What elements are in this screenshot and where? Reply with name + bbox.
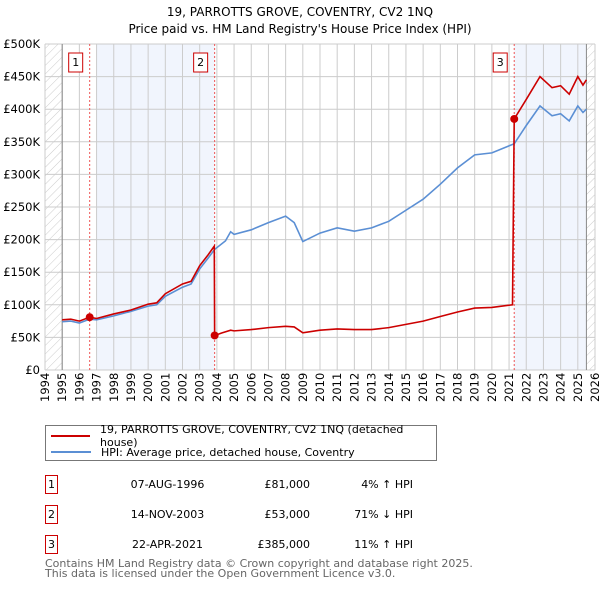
property-price-line (62, 74, 588, 337)
x-tick-label: 2024 (554, 373, 568, 402)
y-tick-label: £300K (3, 167, 40, 181)
x-tick-label: 2016 (416, 373, 430, 402)
transaction-price: £53,000 (264, 508, 311, 521)
x-tick-label: 1997 (90, 373, 104, 402)
x-tick-label: 1999 (124, 373, 138, 402)
transaction-price: £385,000 (257, 538, 311, 551)
x-tick-label: 2019 (468, 373, 482, 402)
y-tick-label: £150K (3, 265, 40, 279)
x-tick-label: 2020 (485, 373, 499, 402)
sale-label: 3 (497, 56, 504, 69)
x-tick-label: 1996 (72, 373, 86, 402)
x-tick-label: 2006 (244, 373, 258, 402)
x-tick-label: 2002 (176, 373, 190, 402)
x-tick-label: 2001 (158, 373, 172, 402)
sale-label-box (492, 52, 508, 73)
x-tick-label: 2012 (347, 373, 361, 402)
price-chart: 19, PARROTTS GROVE, COVENTRY, CV2 1NQ Pr… (3, 5, 600, 402)
x-tick-label: 2017 (433, 373, 447, 402)
x-tick-label: 2013 (365, 373, 379, 402)
y-tick-label: £350K (3, 135, 40, 149)
legend-swatch-red (51, 435, 91, 437)
x-tick-label: 2022 (519, 373, 533, 402)
x-tick-label: 2010 (313, 373, 327, 402)
x-tick-label: 2011 (330, 373, 344, 402)
x-tick-label: 2005 (227, 373, 241, 402)
transaction-row: 2 14-NOV-2003 £53,000 71% ↓ HPI (45, 505, 445, 525)
sale-label-box (193, 52, 209, 73)
y-tick-label: £50K (11, 330, 41, 344)
sale-label: 1 (72, 56, 79, 69)
x-tick-label: 2008 (279, 373, 293, 402)
footer: Contains HM Land Registry data © Crown c… (45, 557, 473, 580)
transaction-date: 07-AUG-1996 (130, 478, 205, 491)
x-tick-label: 2014 (382, 373, 396, 402)
chart-subtitle: Price paid vs. HM Land Registry's House … (128, 22, 471, 36)
transaction-marker: 3 (45, 535, 58, 554)
x-tick-label: 2025 (571, 373, 585, 402)
transaction-row: 3 22-APR-2021 £385,000 11% ↑ HPI (45, 535, 445, 555)
transaction-hpi-diff: 11% ↑ HPI (354, 538, 413, 551)
legend-swatch-blue (51, 451, 91, 453)
footer-licence: This data is licensed under the Open Gov… (45, 567, 396, 580)
sale-point (210, 331, 219, 340)
sale-label-box (68, 52, 84, 73)
y-tick-label: £100K (3, 298, 40, 312)
x-tick-label: 2021 (502, 373, 516, 402)
transaction-marker: 1 (45, 475, 58, 494)
transaction-marker: 2 (45, 505, 58, 524)
transaction-date: 14-NOV-2003 (130, 508, 205, 521)
legend-label: HPI: Average price, detached house, Cove… (101, 445, 355, 459)
transaction-row: 1 07-AUG-1996 £81,000 4% ↑ HPI (45, 475, 445, 495)
footer-copyright: Contains HM Land Registry data © Crown c… (45, 557, 473, 570)
x-tick-label: 1994 (38, 373, 52, 402)
x-tick-label: 2026 (588, 373, 600, 402)
x-tick-label: 2003 (193, 373, 207, 402)
y-tick-label: £200K (3, 233, 40, 247)
transaction-date: 22-APR-2021 (131, 538, 204, 551)
x-tick-label: 1995 (55, 373, 69, 402)
x-tick-label: 2000 (141, 373, 155, 402)
sale-point (510, 114, 519, 123)
x-tick-label: 2009 (296, 373, 310, 402)
legend-item-hpi: HPI: Average price, detached house, Cove… (51, 444, 355, 460)
legend: 19, PARROTTS GROVE, COVENTRY, CV2 1NQ (d… (45, 423, 437, 461)
transaction-price: £81,000 (264, 478, 311, 491)
sale-label: 2 (197, 56, 204, 69)
hpi-line (62, 104, 587, 324)
chart-title: 19, PARROTTS GROVE, COVENTRY, CV2 1NQ (167, 5, 433, 19)
legend-item-property: 19, PARROTTS GROVE, COVENTRY, CV2 1NQ (d… (51, 423, 436, 449)
x-tick-label: 2015 (399, 373, 413, 402)
transaction-hpi-diff: 4% ↑ HPI (361, 478, 413, 491)
y-tick-label: £0 (25, 363, 40, 377)
transaction-hpi-diff: 71% ↓ HPI (354, 508, 413, 521)
y-tick-label: £250K (3, 200, 40, 214)
x-tick-label: 2023 (536, 373, 550, 402)
legend-label: 19, PARROTTS GROVE, COVENTRY, CV2 1NQ (d… (100, 423, 404, 449)
x-tick-label: 2007 (261, 373, 275, 402)
y-tick-label: £500K (3, 37, 40, 51)
y-tick-label: £450K (3, 70, 40, 84)
x-tick-label: 2004 (210, 373, 224, 402)
x-tick-label: 1998 (107, 373, 121, 402)
sale-point (85, 313, 94, 322)
y-tick-label: £400K (3, 102, 40, 116)
x-tick-label: 2018 (451, 373, 465, 402)
